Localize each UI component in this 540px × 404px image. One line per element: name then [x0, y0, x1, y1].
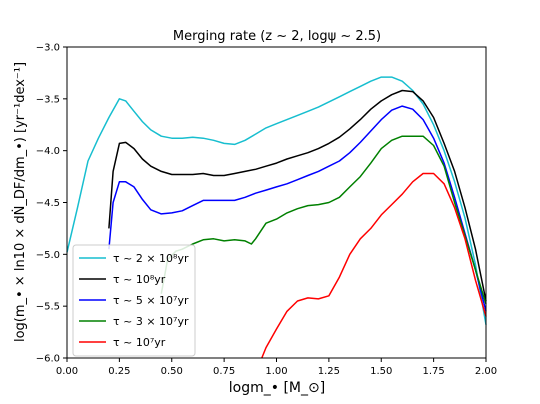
y-tick-label: −6.0 — [36, 354, 60, 365]
legend-label-4: τ ~ 10⁷yr — [113, 336, 166, 349]
y-tick-label: −4.5 — [36, 198, 60, 209]
x-tick-label: 1.00 — [265, 366, 287, 377]
series-line-1 — [108, 89, 487, 302]
x-tick-label: 1.75 — [422, 366, 444, 377]
chart-title: Merging rate (z ~ 2, logψ ~ 2.5) — [173, 29, 381, 44]
x-tick-label: 0.50 — [161, 366, 183, 377]
y-tick-label: −4.0 — [36, 146, 60, 157]
y-axis-label: log(m_• × ln10 × dṄ_DF/dm_•) [yr⁻¹dex⁻¹] — [12, 62, 28, 342]
series-line-4 — [261, 172, 487, 359]
legend-label-2: τ ~ 5 × 10⁷yr — [113, 294, 189, 307]
x-tick-label: 1.25 — [318, 366, 340, 377]
y-tick-label: −5.5 — [36, 302, 60, 313]
y-tick-label: −3.0 — [36, 43, 60, 54]
legend: τ ~ 2 × 10⁸yr τ ~ 10⁸yr τ ~ 5 × 10⁷yr τ ~ 3… — [72, 244, 196, 357]
series-line-2 — [108, 105, 487, 312]
legend-label-1: τ ~ 10⁸yr — [113, 273, 166, 286]
y-tick-label: −5.0 — [36, 250, 60, 261]
x-tick-label: 2.00 — [475, 366, 497, 377]
x-tick-label: 0.25 — [108, 366, 130, 377]
series-lines — [66, 76, 487, 359]
x-axis-label: logm_• [M_⊙] — [229, 380, 325, 396]
series-line-3 — [160, 135, 487, 305]
legend-box — [72, 244, 196, 357]
x-tick-label: 0.00 — [56, 366, 78, 377]
plot-frame — [66, 46, 487, 359]
x-tick-label: 0.75 — [213, 366, 235, 377]
legend-label-3: τ ~ 3 × 10⁷yr — [113, 315, 189, 328]
legend-label-0: τ ~ 2 × 10⁸yr — [113, 252, 189, 265]
x-tick-label: 1.50 — [370, 366, 392, 377]
y-tick-label: −3.5 — [36, 94, 60, 105]
axis-ticks: 0.00 0.25 0.50 0.75 1.00 1.25 1.50 1.75 2.00 −6.0… — [36, 43, 497, 378]
